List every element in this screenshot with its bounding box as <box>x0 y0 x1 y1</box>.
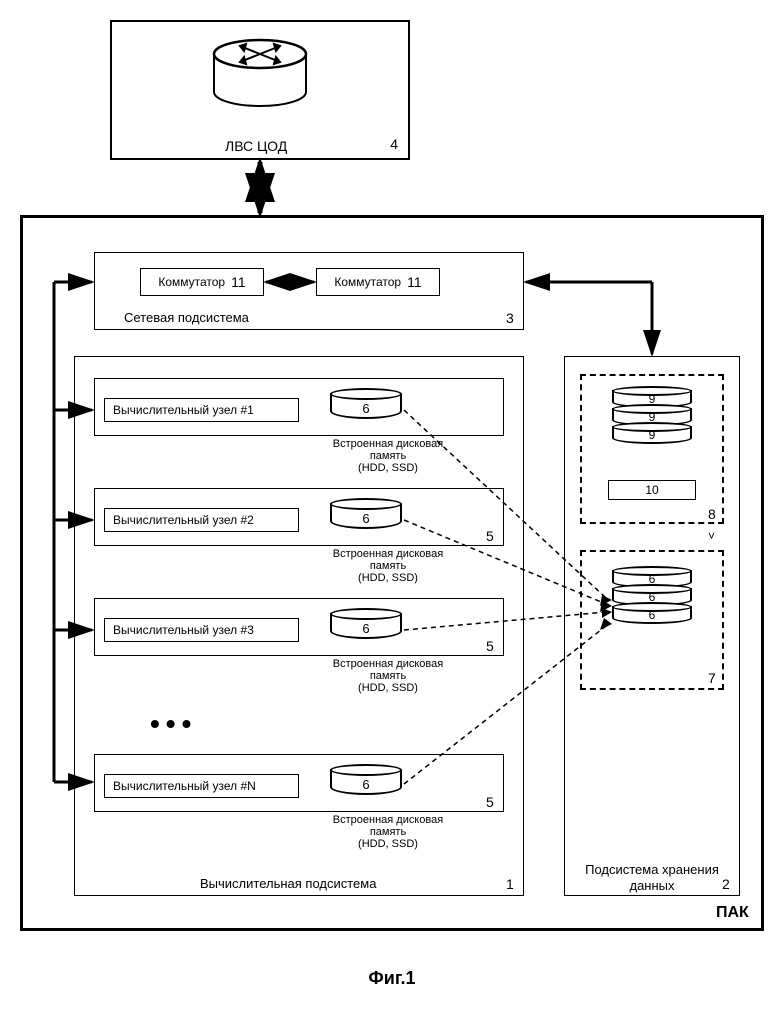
compute-node-1: Вычислительный узел #1 <box>104 398 299 422</box>
storage-box-8-num: 8 <box>708 506 716 522</box>
compute-node-2-label: Вычислительный узел #2 <box>113 513 254 527</box>
switch-1-num: 11 <box>231 274 246 290</box>
compute-node-3: Вычислительный узел #3 <box>104 618 299 642</box>
compute-node-1-disk: 6 <box>330 388 402 424</box>
lan-corner-num: 4 <box>390 136 398 152</box>
compute-node-3-label: Вычислительный узел #3 <box>113 623 254 637</box>
storage-subsystem-num: 2 <box>722 876 730 892</box>
diagram-canvas: 4 ЛВС ЦОД ПАК Сетевая подсист <box>20 20 764 960</box>
compute-node-2: Вычислительный узел #2 <box>104 508 299 532</box>
compute-node-2-disk: 6 <box>330 498 402 534</box>
compute-node-n-disk-num: 6 <box>330 777 402 792</box>
router-icon <box>210 30 310 120</box>
compute-node-1-disk-num: 6 <box>330 401 402 416</box>
compute-node-n-disk: 6 <box>330 764 402 800</box>
box7-disk-2: 6 <box>612 608 692 622</box>
network-subsystem-num: 3 <box>506 310 514 326</box>
storage-box-7-num: 7 <box>708 670 716 686</box>
compute-node-n-rightnum: 5 <box>486 794 494 810</box>
compute-node-2-disk-num: 6 <box>330 511 402 526</box>
storage-box-8-stack: 9 9 9 <box>612 386 692 440</box>
storage-subsystem-label: Подсистема хранения данных <box>574 862 730 893</box>
compute-subsystem-num: 1 <box>506 876 514 892</box>
lan-label: ЛВС ЦОД <box>225 138 287 154</box>
pak-label: ПАК <box>716 904 749 922</box>
compute-node-3-rightnum: 5 <box>486 638 494 654</box>
compute-node-3-disk: 6 <box>330 608 402 644</box>
compute-node-n-label: Вычислительный узел #N <box>113 779 256 793</box>
ellipsis-icon: ••• <box>150 708 197 740</box>
compute-node-1-label: Вычислительный узел #1 <box>113 403 254 417</box>
box8-rect-num: 10 <box>645 483 658 497</box>
compute-node-3-caption: Встроенная дисковая память (HDD, SSD) <box>318 658 458 694</box>
storage-box-8-rect10: 10 <box>608 480 696 500</box>
compute-node-n-caption: Встроенная дисковая память (HDD, SSD) <box>318 814 458 850</box>
switch-1: Коммутатор 11 <box>140 268 264 296</box>
compute-node-3-disk-num: 6 <box>330 621 402 636</box>
compute-node-2-caption: Встроенная дисковая память (HDD, SSD) <box>318 548 458 584</box>
switch-2-num: 11 <box>407 274 422 290</box>
compute-node-n: Вычислительный узел #N <box>104 774 299 798</box>
figure-label: Фиг.1 <box>20 968 764 989</box>
switch-2-label: Коммутатор <box>334 275 401 289</box>
compute-node-2-rightnum: 5 <box>486 528 494 544</box>
box8-disk-2: 9 <box>612 428 692 442</box>
switch-2: Коммутатор 11 <box>316 268 440 296</box>
compute-node-1-caption: Встроенная дисковая память (HDD, SSD) <box>318 438 458 474</box>
compute-subsystem-label: Вычислительная подсистема <box>200 876 376 891</box>
network-subsystem-label: Сетевая подсистема <box>124 310 249 325</box>
storage-box-7-stack: 6 6 6 <box>612 566 692 620</box>
switch-1-label: Коммутатор <box>158 275 225 289</box>
